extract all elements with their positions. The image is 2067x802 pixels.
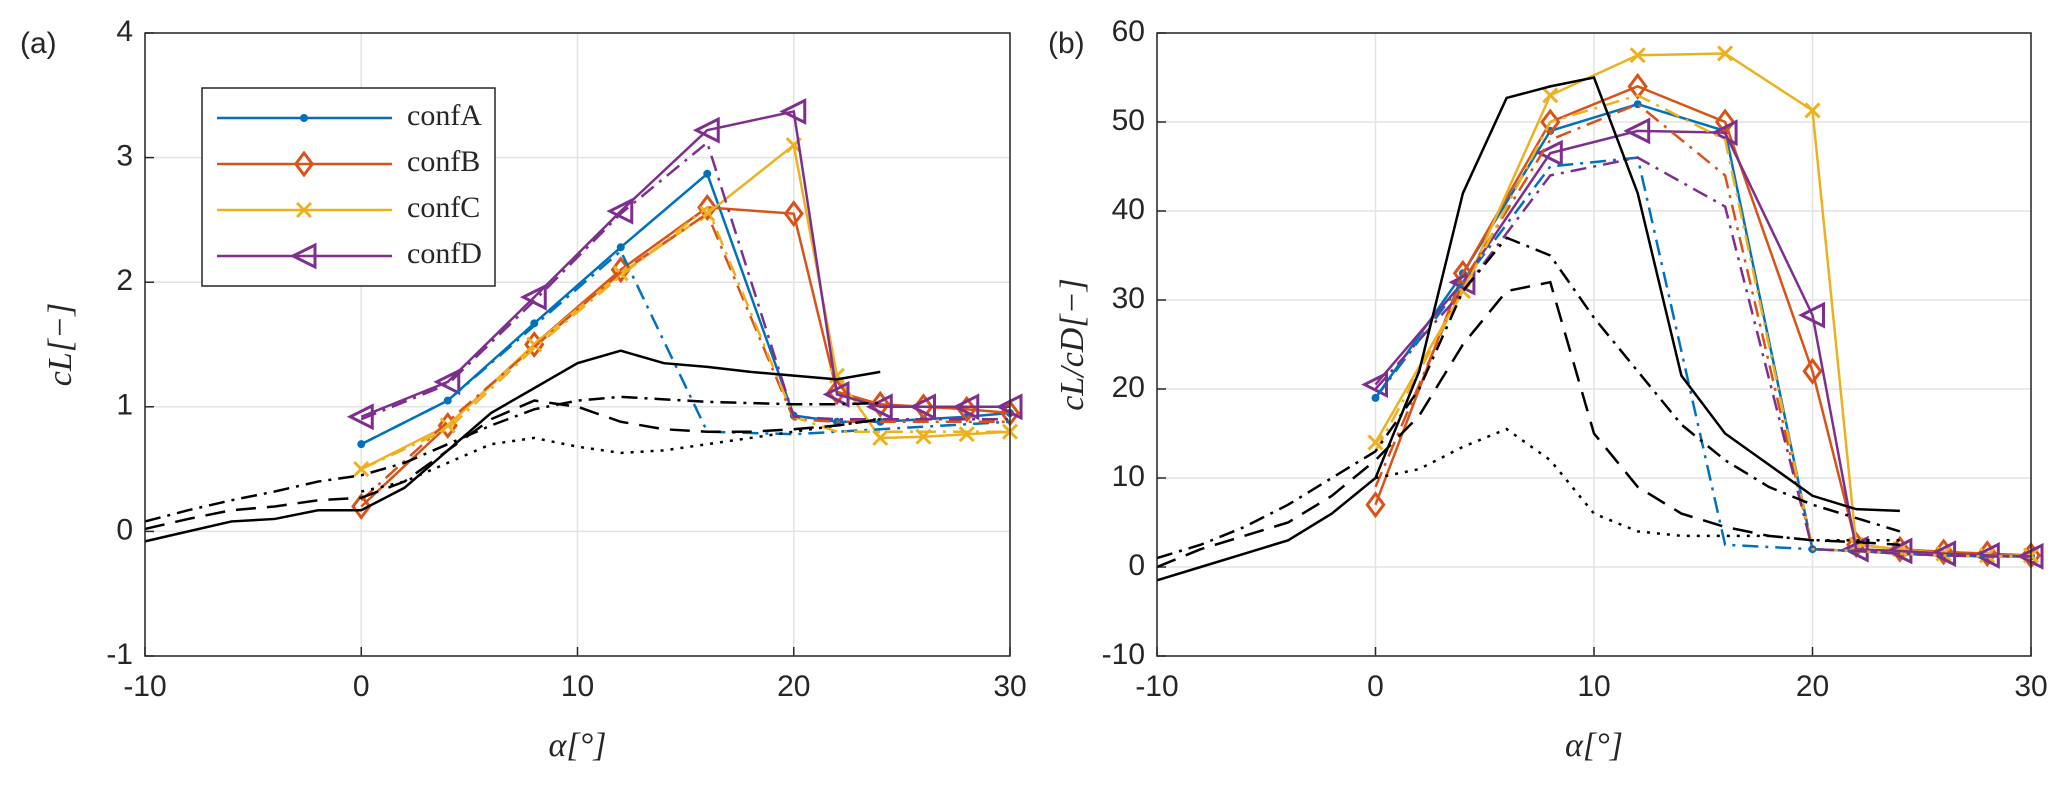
marker: [526, 336, 543, 353]
panel-label: (a): [20, 27, 57, 60]
marker: [1365, 491, 1386, 519]
series-line: [1374, 129, 2032, 558]
marker: [1623, 117, 1651, 145]
marker: [1841, 535, 1869, 563]
axes-box: [1156, 32, 2032, 657]
marker: [783, 200, 804, 228]
x-axis-label: α[°]: [1565, 727, 1623, 764]
x-tick-label: -10: [123, 670, 166, 703]
marker: [870, 390, 891, 418]
series-line: [144, 395, 881, 523]
legend-label: confB: [407, 145, 480, 178]
x-tick-label: 10: [1577, 670, 1610, 703]
series-line: [360, 140, 1010, 421]
marker: [300, 114, 308, 122]
x-axis-label: α[°]: [549, 727, 607, 764]
marker: [822, 380, 850, 408]
marker: [1717, 45, 1734, 62]
marker: [1710, 119, 1738, 147]
x-tick-label: 20: [777, 670, 810, 703]
x-tick-label: 10: [561, 670, 594, 703]
marker: [865, 393, 893, 421]
marker: [1452, 259, 1474, 287]
series-line: [1156, 76, 1900, 582]
marker: [606, 197, 634, 225]
series-line: [360, 109, 1010, 418]
marker: [1804, 102, 1821, 119]
marker: [1367, 434, 1384, 451]
marker: [697, 193, 718, 221]
x-tick-label: 20: [1796, 670, 1829, 703]
y-tick-label: 60: [1112, 15, 1145, 48]
marker: [295, 201, 313, 219]
marker: [692, 116, 720, 144]
marker: [433, 368, 461, 396]
marker: [289, 242, 317, 270]
series-line: [1375, 427, 1900, 542]
y-tick-label: 20: [1112, 371, 1145, 404]
series-line: [1156, 236, 1901, 560]
marker: [703, 169, 712, 178]
legend-label: confC: [407, 191, 480, 224]
marker: [346, 403, 374, 431]
y-tick-label: 2: [116, 264, 133, 297]
series-line: [360, 211, 1010, 502]
marker: [1802, 357, 1823, 385]
marker: [1629, 47, 1646, 64]
y-tick-label: 30: [1112, 282, 1145, 315]
y-tick-label: 10: [1112, 460, 1145, 493]
series-line: [144, 349, 881, 543]
marker: [779, 98, 807, 125]
series-line: [144, 399, 881, 531]
legend-label: confA: [407, 99, 482, 132]
marker: [1542, 87, 1559, 104]
marker: [1361, 371, 1388, 398]
marker: [958, 426, 975, 443]
marker: [952, 393, 980, 421]
marker: [519, 283, 547, 311]
y-tick-label: 0: [116, 513, 133, 546]
y-tick-label: 4: [116, 15, 133, 48]
x-tick-label: 30: [993, 670, 1026, 703]
legend: confA confB confC confD: [201, 87, 496, 287]
y-tick-label: 3: [116, 140, 133, 173]
marker: [351, 492, 372, 520]
y-tick-label: 0: [1128, 549, 1145, 582]
marker: [1627, 72, 1648, 100]
series-line: [1156, 280, 1900, 569]
x-tick-label: -10: [1135, 670, 1178, 703]
panel-label: (b): [1048, 27, 1085, 60]
y-axis-label: cL[−]: [42, 303, 79, 386]
legend-label: confD: [407, 237, 482, 270]
marker: [616, 243, 625, 252]
marker: [1540, 108, 1561, 136]
marker: [909, 393, 936, 421]
y-tick-label: 50: [1112, 104, 1145, 137]
axes-box: [144, 32, 1011, 657]
series-line: [1374, 85, 2032, 557]
series-line: [1374, 156, 2031, 558]
marker: [1929, 540, 1957, 568]
marker: [1885, 537, 1913, 565]
y-tick-label: 40: [1112, 193, 1145, 226]
marker: [1535, 139, 1563, 167]
marker: [872, 429, 889, 447]
series-line: [360, 249, 1011, 446]
y-tick-label: 1: [116, 389, 133, 422]
marker: [826, 378, 848, 406]
y-tick-label: -1: [106, 638, 133, 671]
marker: [1798, 301, 1825, 329]
x-tick-label: 0: [1367, 670, 1384, 703]
series-line: [360, 418, 881, 493]
y-tick-label: -10: [1102, 638, 1145, 671]
y-axis-label: cL/cD[−]: [1054, 278, 1091, 411]
legend-box: [201, 87, 496, 287]
marker: [293, 150, 315, 178]
x-tick-label: 0: [353, 670, 370, 703]
x-tick-label: 30: [2014, 670, 2047, 703]
marker: [1448, 268, 1476, 296]
